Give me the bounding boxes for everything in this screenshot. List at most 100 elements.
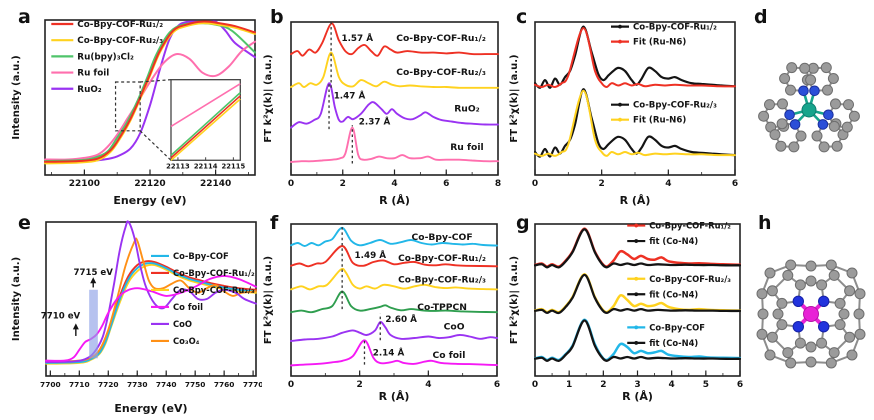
panel-d-molecule-ru-bpy3 xyxy=(758,62,860,153)
panel-e-xtick: 7770 xyxy=(243,380,262,389)
c-series-fit-ru-n6-2-3 xyxy=(534,89,736,157)
panel-g-xtick: 2 xyxy=(600,380,606,390)
panel-g-xtick: 0 xyxy=(532,380,538,390)
a-inset-tick: 22113 xyxy=(166,162,190,170)
panel-c-xtick: 2 xyxy=(599,179,605,189)
e-series-co-foil xyxy=(45,274,257,362)
e-legend-label-co-bpy-cof-ru: Co-Bpy-COF-Ru₂/₃ xyxy=(173,285,255,295)
panel-f-xtick: 4 xyxy=(425,380,431,390)
panel-a-xlabel: Energy (eV) xyxy=(113,194,186,207)
panel-c-xtick: 0 xyxy=(532,179,538,189)
f-annotation-text: Co-TPPCN xyxy=(417,302,467,313)
a-inset-line xyxy=(170,92,241,156)
a-inset-tick: 22115 xyxy=(222,162,246,170)
f-series-co-bpy-cof-ru2-3 xyxy=(290,267,498,291)
panel-b-chart: 0 2 4 6 8 R (Å) FT k²χ(k)| (a.u.) 1.57 Å 1.47 Å 2… xyxy=(263,21,501,207)
panel-f-label: f xyxy=(270,212,279,234)
panel-g-xtick: 1 xyxy=(566,380,572,390)
a-inset-line xyxy=(170,98,241,161)
panel-a-xtick: 22100 xyxy=(69,179,100,189)
e-annotation-arrow xyxy=(90,277,97,284)
panel-a-ylabel: Intensity (a.u.) xyxy=(11,55,22,139)
panel-f-xtick: 0 xyxy=(288,380,294,390)
panel-b-xtick: 8 xyxy=(495,179,501,189)
panel-g-xtick: 4 xyxy=(669,380,675,390)
panel-f-series-group xyxy=(290,226,498,367)
b-series-co-bpy-cof-ru1-2 xyxy=(290,22,499,57)
a-inset-line xyxy=(170,83,241,128)
b-series-ruo2 xyxy=(290,82,499,129)
c-legend-label-fit-ru-n6: Fit (Ru-N6) xyxy=(633,38,686,48)
b-annotation-text: Ru foil xyxy=(450,142,483,153)
panel-f-ylabel: FT k²χ(k)| (a.u.) xyxy=(263,256,274,344)
f-annotation-text: Co-Bpy-COF-Ru₁/₂ xyxy=(398,254,486,264)
panel-e: e 7700 7710 7720 7730 7740 7750 7760 7770 Energy… xyxy=(8,210,262,420)
panel-g-label: g xyxy=(516,212,530,234)
panel-d: d xyxy=(744,4,874,208)
panel-b-ylabel: FT k²χ(k)| (a.u.) xyxy=(263,54,274,142)
panel-a-xtick: 22140 xyxy=(200,179,231,189)
panel-a-xtick: 22120 xyxy=(134,179,165,189)
panel-g-series-group xyxy=(534,227,741,363)
panel-e-xtick: 7740 xyxy=(156,380,177,389)
e-legend-label-co-foil: Co foil xyxy=(173,302,203,312)
panel-e-plot: 7700 7710 7720 7730 7740 7750 7760 7770 Energy (… xyxy=(11,220,262,415)
g-legend-label-fit-co-n4: fit (Co-N4) xyxy=(649,338,698,348)
b-annotation-text: 1.57 Å xyxy=(341,33,373,44)
panel-c-xtick: 4 xyxy=(665,179,671,189)
panel-e-ylabel: Intensity (a.u.) xyxy=(11,257,22,341)
e-legend-label-co-bpy-cof: Co-Bpy-COF xyxy=(173,251,229,261)
panel-g: g 0 1 2 3 4 5 6 R (Å) FT k²χ(k)| (a.u.) Co-Bpy-CO… xyxy=(506,210,748,420)
panel-a-label: a xyxy=(18,6,31,28)
a-zoom-connector xyxy=(139,130,172,161)
panel-c-chart: 0 2 4 6 R (Å) FT k²χ(k)| (a.u.) Co-Bpy-COF-Ru₁… xyxy=(509,21,738,207)
panel-e-label: e xyxy=(18,212,31,234)
panel-g-xlabel: R (Å) xyxy=(622,390,653,403)
panel-b-xtick: 6 xyxy=(443,179,449,189)
e-annotation-text: 7710 eV xyxy=(41,311,81,321)
e-legend-label-co-bpy-cof-ru: Co-Bpy-COF-Ru₁/₂ xyxy=(173,268,255,278)
panel-f-xlabel: R (Å) xyxy=(379,390,410,403)
c-legend-label-fit-ru-n6: Fit (Ru-N6) xyxy=(633,116,686,126)
panel-b-xtick: 4 xyxy=(391,179,397,189)
panel-g-xtick: 5 xyxy=(703,380,709,390)
panel-c-ylabel: FT k²χ(k)| (a.u.) xyxy=(509,54,520,142)
panel-c-xlabel: R (Å) xyxy=(620,194,651,207)
panel-b-label: b xyxy=(270,6,284,28)
panel-g-chart: 0 1 2 3 4 5 6 R (Å) FT k²χ(k)| (a.u.) Co-Bpy-COF-… xyxy=(509,221,743,403)
f-series-coo xyxy=(290,321,498,342)
panel-e-xtick: 7730 xyxy=(127,380,148,389)
panel-b-plot: 0 2 4 6 8 R (Å) FT k²χ(k)| (a.u.) 1.57 Å 1.47 Å 2… xyxy=(263,21,501,207)
panel-b-xtick: 2 xyxy=(340,179,346,189)
panel-e-xlabel: Energy (eV) xyxy=(114,402,187,415)
panel-e-xtick: 7750 xyxy=(185,380,206,389)
a-legend-label-co-bpy-cof-ru: Co-Bpy-COF-Ru₂/₃ xyxy=(77,36,163,46)
g-series-fit-co-n4-1-2 xyxy=(534,228,741,269)
c-legend-label-co-bpy-cof-ru: Co-Bpy-COF-Ru₁/₂ xyxy=(633,23,717,33)
e-legend-label-co-o: Co₃O₄ xyxy=(173,336,200,346)
f-annotation-text: 2.60 Å xyxy=(385,314,417,325)
panel-a-plot: 22100 22120 22140 Energy (eV) Intensity (a.u… xyxy=(11,19,256,207)
panel-a-legend-0: Co-Bpy-COF-Ru₁/₂ Co-Bpy-COF-Ru₂/₃ Ru(bpy)₃… xyxy=(51,20,163,95)
panel-b-xtick: 0 xyxy=(288,179,294,189)
a-series-ru-foil xyxy=(44,40,256,161)
a-inset-tick: 22114 xyxy=(194,162,218,170)
f-annotation-text: 1.49 Å xyxy=(355,250,387,261)
panel-g-xtick: 3 xyxy=(634,380,640,390)
panel-c: c 0 2 4 6 R (Å) FT k²χ(k)| (a.u.) Co-Bpy-COF-R… xyxy=(506,4,744,208)
e-annotation-text: 7715 eV xyxy=(74,268,114,278)
a-legend-label-ru-bpy-cl: Ru(bpy)₃Cl₂ xyxy=(77,52,134,62)
b-annotation-text: Co-Bpy-COF-Ru₂/₃ xyxy=(396,67,486,78)
b-annotation-text: 2.37 Å xyxy=(359,117,391,128)
panel-c-legend-1: Co-Bpy-COF-Ru₂/₃ Fit (Ru-N6) xyxy=(611,101,717,126)
panel-e-axes xyxy=(45,221,257,377)
f-annotation-text: Co-Bpy-COF xyxy=(412,232,473,243)
f-annotation-text: Co-Bpy-COF-Ru₂/₃ xyxy=(398,276,486,286)
panel-f-xtick: 2 xyxy=(357,380,363,390)
e-annotation-arrow xyxy=(72,323,79,330)
e-legend-label-coo: CoO xyxy=(173,319,192,329)
b-annotation-text: 1.47 Å xyxy=(334,91,366,102)
panel-d-label: d xyxy=(754,6,768,28)
panel-f: f 0 2 4 6 R (Å) FT k²χ(k)| (a.u.) 1.49 Å 2.60 Å… xyxy=(260,210,506,420)
c-legend-label-co-bpy-cof-ru: Co-Bpy-COF-Ru₂/₃ xyxy=(633,101,717,111)
